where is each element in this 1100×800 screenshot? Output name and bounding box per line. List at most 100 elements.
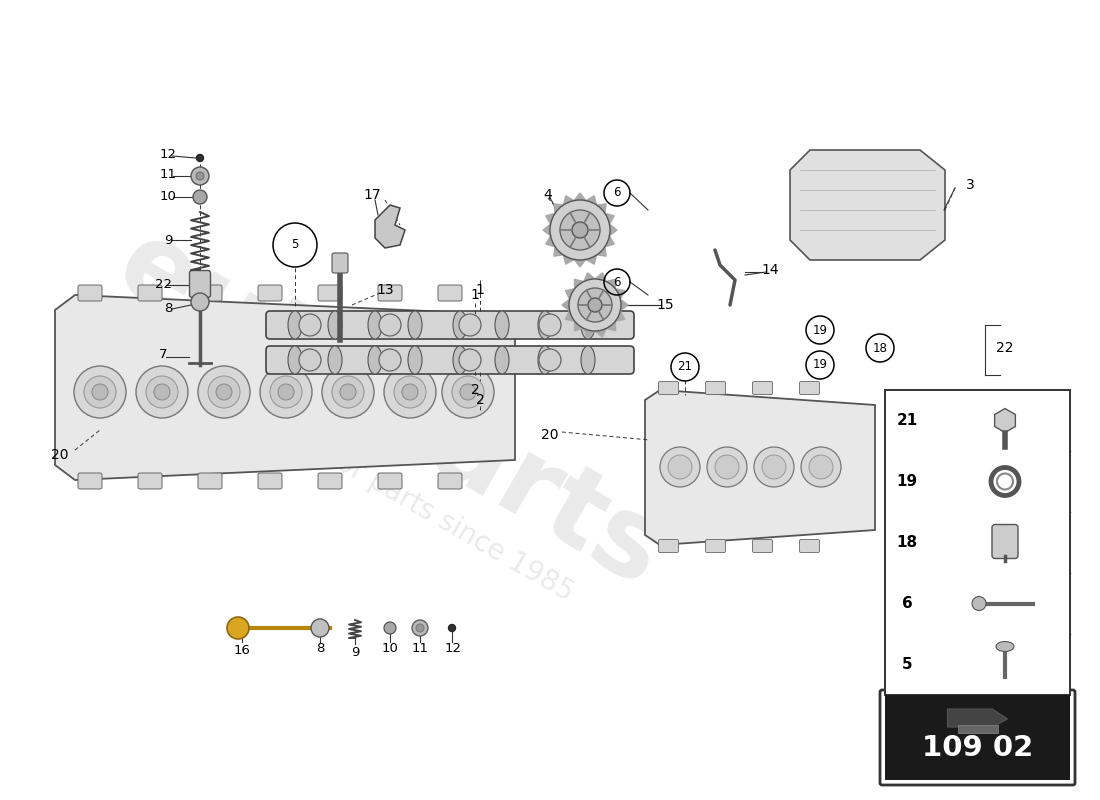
Polygon shape <box>596 246 606 256</box>
Circle shape <box>801 447 842 487</box>
Text: 22: 22 <box>154 278 172 291</box>
FancyBboxPatch shape <box>659 539 679 553</box>
Circle shape <box>227 617 249 639</box>
Text: 19: 19 <box>813 358 827 371</box>
FancyBboxPatch shape <box>800 539 820 553</box>
Circle shape <box>84 376 116 408</box>
Text: 109 02: 109 02 <box>922 734 1033 762</box>
Text: 12: 12 <box>160 149 176 162</box>
Text: 20: 20 <box>541 428 559 442</box>
Circle shape <box>762 455 786 479</box>
FancyBboxPatch shape <box>138 473 162 489</box>
Polygon shape <box>596 204 606 214</box>
Polygon shape <box>584 329 595 337</box>
Text: 9: 9 <box>164 234 173 246</box>
Circle shape <box>412 620 428 636</box>
Polygon shape <box>620 299 628 310</box>
FancyBboxPatch shape <box>78 285 102 301</box>
Ellipse shape <box>328 311 342 339</box>
Polygon shape <box>790 150 945 260</box>
Polygon shape <box>574 259 586 267</box>
Polygon shape <box>615 289 625 299</box>
Circle shape <box>572 222 588 238</box>
Circle shape <box>74 366 126 418</box>
Polygon shape <box>584 273 595 282</box>
Text: 17: 17 <box>363 188 381 202</box>
Ellipse shape <box>368 346 382 374</box>
Circle shape <box>299 349 321 371</box>
Polygon shape <box>947 709 1008 727</box>
Ellipse shape <box>453 311 468 339</box>
Circle shape <box>260 366 312 418</box>
FancyBboxPatch shape <box>138 285 162 301</box>
Text: 10: 10 <box>160 190 176 202</box>
Ellipse shape <box>453 346 468 374</box>
Ellipse shape <box>288 311 302 339</box>
FancyBboxPatch shape <box>78 473 102 489</box>
Text: 14: 14 <box>761 263 779 277</box>
FancyBboxPatch shape <box>880 690 1075 785</box>
FancyBboxPatch shape <box>258 473 282 489</box>
Text: 6: 6 <box>902 596 912 611</box>
Circle shape <box>192 190 207 204</box>
Polygon shape <box>563 255 574 264</box>
Circle shape <box>578 288 612 322</box>
Circle shape <box>299 314 321 336</box>
Circle shape <box>442 366 494 418</box>
Text: 8: 8 <box>316 642 324 654</box>
Polygon shape <box>605 236 614 246</box>
FancyBboxPatch shape <box>318 473 342 489</box>
Circle shape <box>539 314 561 336</box>
Text: 21: 21 <box>678 361 693 374</box>
Polygon shape <box>645 390 874 545</box>
Circle shape <box>402 384 418 400</box>
Text: 19: 19 <box>813 323 827 337</box>
Circle shape <box>270 376 302 408</box>
Polygon shape <box>574 193 586 201</box>
Text: 16: 16 <box>233 643 251 657</box>
FancyBboxPatch shape <box>992 525 1018 558</box>
Circle shape <box>459 349 481 371</box>
Circle shape <box>416 624 424 632</box>
Circle shape <box>560 210 600 250</box>
Circle shape <box>191 293 209 311</box>
Polygon shape <box>546 214 556 224</box>
Text: 22: 22 <box>997 341 1014 355</box>
Circle shape <box>660 447 700 487</box>
Circle shape <box>208 376 240 408</box>
Circle shape <box>379 314 401 336</box>
Circle shape <box>322 366 374 418</box>
Ellipse shape <box>495 346 509 374</box>
Circle shape <box>146 376 178 408</box>
Circle shape <box>196 172 204 180</box>
Polygon shape <box>565 310 574 322</box>
Text: 6: 6 <box>614 275 620 289</box>
Text: 18: 18 <box>872 342 888 354</box>
FancyBboxPatch shape <box>266 311 634 339</box>
FancyBboxPatch shape <box>378 285 402 301</box>
Polygon shape <box>606 279 616 289</box>
Circle shape <box>332 376 364 408</box>
Polygon shape <box>562 299 570 310</box>
Circle shape <box>384 622 396 634</box>
Polygon shape <box>586 196 596 205</box>
Ellipse shape <box>368 311 382 339</box>
Circle shape <box>311 619 329 637</box>
Polygon shape <box>595 273 606 282</box>
FancyBboxPatch shape <box>705 382 726 394</box>
Circle shape <box>379 349 401 371</box>
Text: 9: 9 <box>351 646 360 658</box>
Circle shape <box>707 447 747 487</box>
Circle shape <box>197 154 204 162</box>
FancyBboxPatch shape <box>438 285 462 301</box>
Text: 21: 21 <box>896 413 917 428</box>
Text: 1: 1 <box>471 288 480 302</box>
FancyBboxPatch shape <box>378 473 402 489</box>
Circle shape <box>278 384 294 400</box>
FancyBboxPatch shape <box>266 346 634 374</box>
Ellipse shape <box>288 346 302 374</box>
FancyBboxPatch shape <box>332 253 348 273</box>
Polygon shape <box>565 289 574 299</box>
Text: 4: 4 <box>543 188 552 202</box>
Text: 18: 18 <box>896 535 917 550</box>
